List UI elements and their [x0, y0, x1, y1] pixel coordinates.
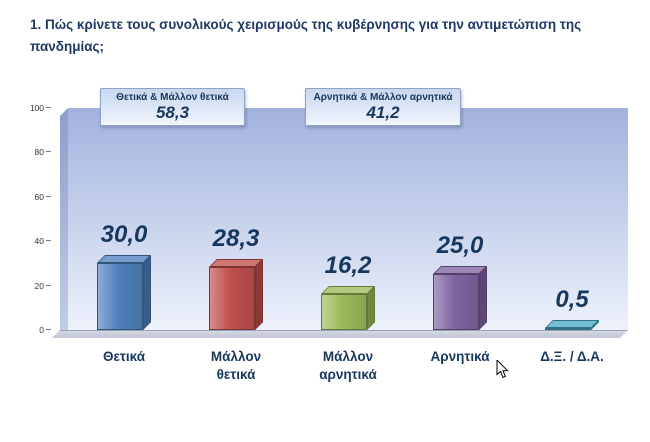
- y-axis: 0 20 40 60 80 100: [0, 103, 58, 335]
- bar-front-face: [209, 267, 255, 330]
- bar-dxda: [545, 320, 599, 330]
- bar-side-face: [479, 266, 487, 330]
- positive-summary-box: Θετικά & Μάλλον θετικά 58,3: [100, 88, 245, 126]
- positive-summary-value: 58,3: [155, 103, 190, 122]
- bar-side-face: [255, 259, 263, 330]
- question-title: 1. Πώς κρίνετε τους συνολικούς χειρισμού…: [30, 17, 582, 54]
- y-tick-mark: [46, 329, 51, 330]
- y-tick-label: 100: [29, 103, 44, 113]
- bar-value-dxda: 0,5: [555, 286, 589, 313]
- x-label-mallon-thetika: Μάλλον θετικά: [210, 349, 262, 383]
- bar-side-face: [143, 255, 151, 330]
- bar-group-arnitika: 25,0: [404, 108, 516, 330]
- bar-value-mallon-thetika: 28,3: [212, 225, 260, 252]
- y-tick-label: 80: [34, 147, 44, 158]
- y-tick-mark: [46, 284, 51, 286]
- x-label-mallon-arnitika: Μάλλον αρνητικά: [319, 349, 377, 383]
- x-label-thetika: Θετικά: [102, 349, 146, 364]
- mouse-cursor-icon: [496, 360, 509, 379]
- x-label-dxda: Δ.Ξ. / Δ.Α.: [540, 349, 604, 364]
- negative-summary-label: Αρνητικά & Μάλλον αρνητικά: [313, 92, 453, 103]
- bar-value-arnitika: 25,0: [436, 232, 484, 259]
- bar-group-thetika: 30,0: [68, 108, 180, 330]
- x-label-arnitika: Αρνητικά: [430, 349, 490, 364]
- chart-left-wall: [60, 108, 68, 338]
- bar-value-thetika: 30,0: [100, 221, 148, 248]
- y-tick-label: 60: [34, 191, 44, 202]
- negative-summary-value: 41,2: [366, 103, 400, 122]
- y-tick-mark: [46, 240, 51, 242]
- bar-front-face: [97, 263, 143, 330]
- bar-group-mallon-arnitika: 16,2: [292, 108, 404, 330]
- bar-mallon-thetika: [209, 259, 263, 330]
- chart-plot-area: 30,0 28,3 16,2 25,0: [68, 108, 628, 330]
- negative-summary-box: Αρνητικά & Μάλλον αρνητικά 41,2: [305, 88, 461, 126]
- x-axis-labels: Θετικά Μάλλον θετικά Μάλλον αρνητικά Αρν…: [68, 348, 628, 384]
- bar-front-face: [545, 328, 591, 330]
- positive-summary-label: Θετικά & Μάλλον θετικά: [116, 92, 229, 103]
- bar-group-dxda: 0,5: [516, 108, 628, 330]
- bar-side-face: [367, 286, 375, 330]
- y-tick-label: 20: [34, 280, 44, 291]
- y-tick-mark: [46, 151, 51, 153]
- chart-floor: [52, 330, 628, 338]
- y-tick-label: 0: [39, 325, 44, 335]
- bar-value-mallon-arnitika: 16,2: [324, 252, 372, 279]
- bar-front-face: [433, 274, 479, 330]
- bar-arnitika: [433, 266, 487, 330]
- bar-mallon-arnitika: [321, 286, 375, 330]
- y-tick-label: 40: [34, 236, 44, 247]
- bar-front-face: [321, 294, 367, 330]
- bar-group-mallon-thetika: 28,3: [180, 108, 292, 330]
- y-tick-mark: [46, 107, 51, 108]
- bar-thetika: [97, 255, 151, 330]
- y-tick-mark: [46, 195, 51, 197]
